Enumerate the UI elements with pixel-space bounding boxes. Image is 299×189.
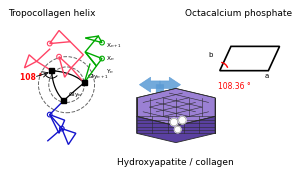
Circle shape bbox=[174, 126, 181, 133]
Text: Octacalcium phosphate: Octacalcium phosphate bbox=[185, 9, 292, 18]
Text: 108.36 °: 108.36 ° bbox=[218, 82, 251, 91]
Text: Y$_n$: Y$_n$ bbox=[106, 67, 114, 76]
Text: X$_{n+1}$: X$_{n+1}$ bbox=[106, 41, 122, 50]
Text: a: a bbox=[264, 73, 269, 79]
Bar bbox=[82, 81, 87, 85]
Text: Gly$_{n+1}$: Gly$_{n+1}$ bbox=[87, 72, 109, 81]
Circle shape bbox=[170, 118, 178, 126]
Bar bbox=[49, 68, 54, 73]
Polygon shape bbox=[137, 88, 215, 126]
Text: 108 °: 108 ° bbox=[20, 73, 42, 82]
Polygon shape bbox=[139, 77, 160, 92]
Polygon shape bbox=[160, 77, 181, 92]
Text: X$_n$: X$_n$ bbox=[106, 54, 114, 63]
Text: Tropocollagen helix: Tropocollagen helix bbox=[8, 9, 95, 18]
Text: b: b bbox=[208, 52, 212, 58]
Text: Hydroxyapatite / collagen: Hydroxyapatite / collagen bbox=[118, 158, 234, 167]
Circle shape bbox=[179, 116, 186, 124]
Polygon shape bbox=[137, 116, 215, 143]
Text: Gly$_n$: Gly$_n$ bbox=[68, 90, 83, 98]
Bar bbox=[61, 98, 66, 103]
Polygon shape bbox=[152, 85, 167, 105]
